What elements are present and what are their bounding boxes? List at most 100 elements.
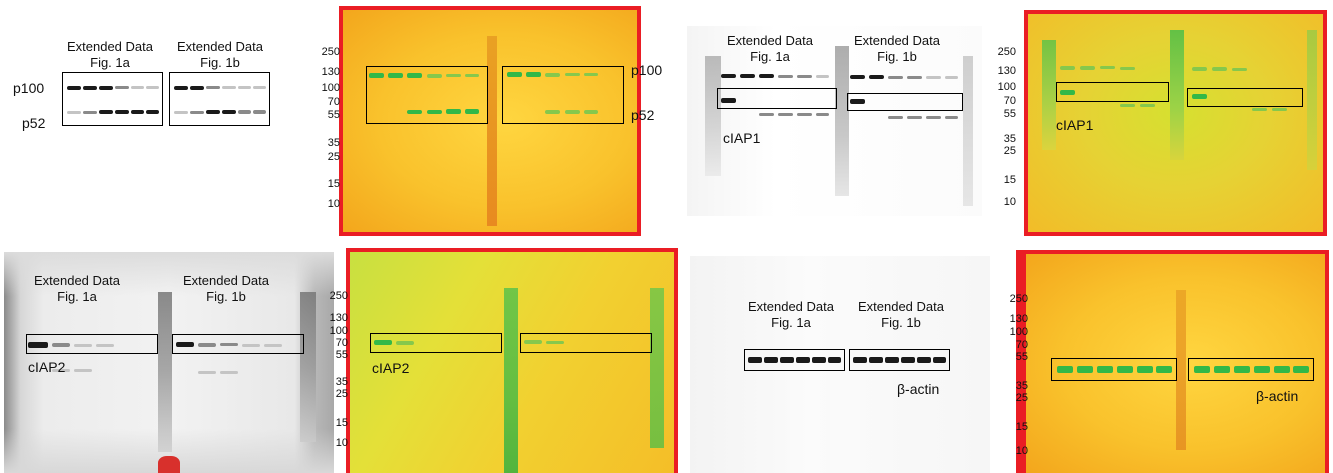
- marker-10: 10: [335, 437, 348, 449]
- band: [99, 110, 113, 114]
- marker-250: 250: [321, 46, 340, 58]
- band: [407, 110, 422, 114]
- band: [1252, 108, 1267, 111]
- label-fig-b: Fig. 1b: [877, 49, 917, 64]
- band: [396, 341, 414, 345]
- marker-35: 35: [327, 137, 340, 149]
- band: [526, 72, 541, 77]
- band: [584, 73, 598, 76]
- band: [253, 110, 266, 114]
- band: [374, 340, 392, 345]
- membrane-p100-p52: [339, 6, 641, 236]
- band: [67, 86, 81, 90]
- band: [812, 357, 826, 363]
- band: [869, 357, 883, 363]
- band: [146, 86, 159, 89]
- membrane-ciap2: cIAP2: [346, 248, 678, 473]
- crop-box-b: [502, 66, 624, 124]
- band: [115, 86, 129, 89]
- band: [198, 343, 216, 347]
- label-extended-data-a: Extended Data: [33, 273, 120, 288]
- marker-70: 70: [1003, 95, 1016, 107]
- marker-55: 55: [327, 109, 340, 121]
- label-ciap1: cIAP1: [723, 130, 761, 146]
- marker-250: 250: [329, 290, 348, 302]
- band: [797, 113, 812, 116]
- marker-130: 130: [329, 312, 348, 324]
- band: [1194, 366, 1210, 373]
- band: [446, 74, 461, 77]
- band: [759, 113, 774, 116]
- band: [176, 342, 194, 347]
- crop-box-a: [744, 349, 845, 371]
- marker-15: 15: [1003, 174, 1016, 186]
- blot-p100-p52: Extended Data Fig. 1a Extended Data Fig.…: [55, 36, 275, 136]
- label-fig-a: Fig. 1a: [771, 315, 811, 330]
- band: [926, 116, 941, 119]
- crop-box-b: [847, 93, 963, 111]
- band: [721, 74, 736, 78]
- band: [546, 341, 564, 344]
- membrane-edge: [158, 456, 180, 473]
- band: [1212, 67, 1227, 71]
- band: [828, 357, 841, 363]
- band: [1274, 366, 1290, 373]
- band: [1137, 366, 1153, 373]
- band: [524, 340, 542, 344]
- band: [99, 86, 113, 90]
- crop-box-a: [1056, 82, 1169, 102]
- crop-box-b: [1188, 358, 1314, 381]
- marker-25: 25: [335, 388, 348, 400]
- membrane-ciap1: cIAP1: [1024, 10, 1327, 236]
- ladder-lane: [963, 56, 973, 206]
- label-fig-a: Fig. 1a: [57, 289, 97, 304]
- crop-box-a: [26, 334, 158, 354]
- band: [67, 111, 81, 114]
- marker-10: 10: [1003, 196, 1016, 208]
- marker-25: 25: [1015, 392, 1028, 404]
- band: [545, 73, 560, 77]
- crop-box-b: [172, 334, 304, 354]
- band: [1100, 66, 1115, 69]
- band: [721, 98, 736, 103]
- ladder-lane: [1042, 40, 1056, 150]
- band: [198, 371, 216, 374]
- band: [926, 76, 941, 79]
- marker-35: 35: [1015, 380, 1028, 392]
- membrane-surface: [687, 26, 982, 216]
- label-extended-data-b: Extended Data: [853, 33, 940, 48]
- marker-55: 55: [335, 349, 348, 361]
- marker-15: 15: [327, 178, 340, 190]
- band: [190, 86, 204, 90]
- label-ciap2-membrane: cIAP2: [372, 360, 410, 376]
- band: [545, 110, 560, 114]
- band: [780, 357, 794, 363]
- crop-box-a: [1051, 358, 1177, 381]
- marker-15: 15: [335, 417, 348, 429]
- ladder-lane: [1307, 30, 1317, 170]
- band: [907, 116, 922, 119]
- ladder-lane: [835, 46, 849, 196]
- band: [507, 72, 522, 77]
- label-beta-actin: β-actin: [897, 381, 940, 397]
- blot-beta-actin: Extended Data Fig. 1a Extended Data Fig.…: [690, 256, 990, 473]
- band: [28, 342, 48, 348]
- label-fig-b: Fig. 1b: [200, 55, 240, 70]
- band: [1234, 366, 1250, 373]
- band: [174, 111, 188, 114]
- marker-10: 10: [1015, 445, 1028, 457]
- band: [816, 75, 829, 78]
- band: [888, 116, 903, 119]
- crop-box-b: [1187, 88, 1303, 107]
- band: [253, 86, 266, 89]
- band: [74, 369, 92, 372]
- band: [764, 357, 778, 363]
- band: [83, 111, 97, 114]
- marker-100: 100: [321, 82, 340, 94]
- band: [465, 74, 479, 77]
- band: [885, 357, 899, 363]
- band: [1192, 94, 1207, 99]
- membrane-beta-actin: β-actin: [1016, 250, 1329, 473]
- band: [222, 86, 236, 89]
- band: [1254, 366, 1270, 373]
